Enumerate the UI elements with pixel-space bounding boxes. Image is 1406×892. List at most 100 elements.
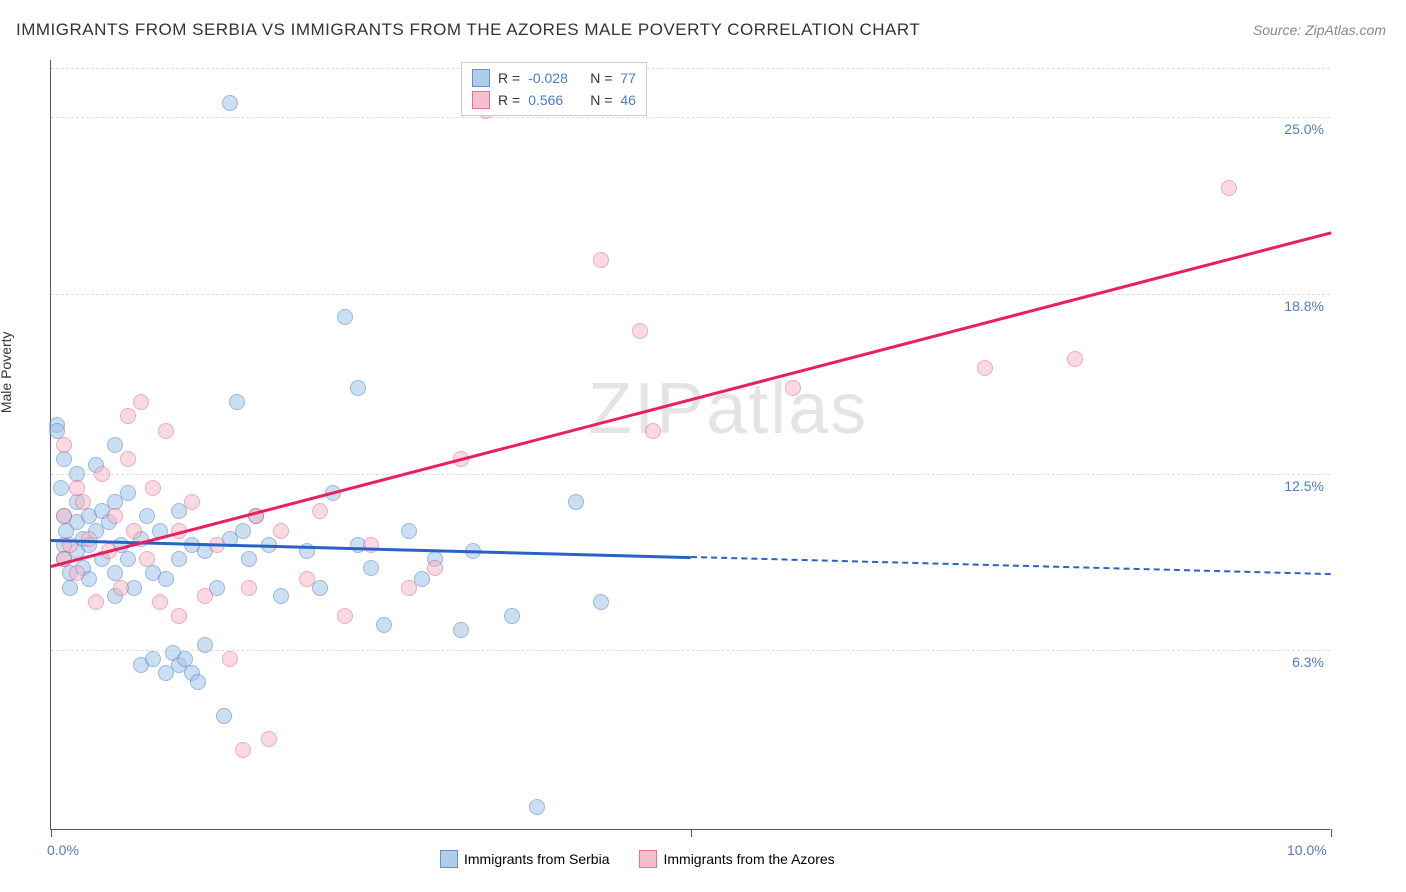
scatter-point-azores [977, 360, 993, 376]
x-tick-label: 10.0% [1287, 842, 1327, 858]
scatter-point-azores [593, 252, 609, 268]
chart-container: IMMIGRANTS FROM SERBIA VS IMMIGRANTS FRO… [0, 0, 1406, 892]
legend-swatch [639, 850, 657, 868]
scatter-point-azores [299, 571, 315, 587]
legend-swatch [440, 850, 458, 868]
legend-item-azores: Immigrants from the Azores [639, 850, 834, 868]
scatter-point-azores [133, 394, 149, 410]
scatter-point-azores [273, 523, 289, 539]
bottom-legend: Immigrants from Serbia Immigrants from th… [440, 850, 835, 868]
scatter-point-serbia [107, 437, 123, 453]
gridline [51, 117, 1330, 118]
scatter-point-azores [56, 437, 72, 453]
gridline [51, 68, 1330, 69]
scatter-point-azores [171, 608, 187, 624]
scatter-point-azores [645, 423, 661, 439]
y-axis-label: Male Poverty [0, 331, 14, 413]
legend-swatch [472, 91, 490, 109]
scatter-point-azores [145, 480, 161, 496]
gridline [51, 650, 1330, 651]
scatter-point-serbia [145, 651, 161, 667]
scatter-point-serbia [504, 608, 520, 624]
scatter-point-azores [56, 508, 72, 524]
legend-label: Immigrants from the Azores [663, 851, 834, 867]
scatter-point-serbia [273, 588, 289, 604]
scatter-point-serbia [229, 394, 245, 410]
x-tick-mark [1331, 829, 1332, 837]
n-value: 77 [620, 67, 636, 89]
scatter-point-serbia [216, 708, 232, 724]
scatter-point-azores [152, 594, 168, 610]
scatter-point-serbia [158, 571, 174, 587]
scatter-point-azores [241, 580, 257, 596]
scatter-point-azores [632, 323, 648, 339]
legend-label: Immigrants from Serbia [464, 851, 609, 867]
scatter-point-serbia [453, 622, 469, 638]
scatter-point-serbia [120, 485, 136, 501]
legend-swatch [472, 69, 490, 87]
scatter-point-serbia [222, 95, 238, 111]
trend-line [691, 556, 1331, 575]
scatter-point-serbia [53, 480, 69, 496]
scatter-point-azores [126, 523, 142, 539]
scatter-point-azores [785, 380, 801, 396]
scatter-point-serbia [171, 551, 187, 567]
scatter-point-serbia [350, 380, 366, 396]
y-tick-label: 12.5% [1284, 478, 1324, 494]
watermark: ZIPatlas [588, 368, 868, 450]
y-tick-label: 6.3% [1292, 654, 1324, 670]
scatter-point-serbia [593, 594, 609, 610]
stats-legend: R =-0.028N =77R =0.566N =46 [461, 62, 647, 116]
scatter-point-azores [235, 742, 251, 758]
legend-item-serbia: Immigrants from Serbia [440, 850, 609, 868]
scatter-point-serbia [139, 508, 155, 524]
scatter-point-azores [401, 580, 417, 596]
scatter-point-azores [158, 423, 174, 439]
scatter-point-azores [75, 494, 91, 510]
scatter-point-azores [427, 560, 443, 576]
scatter-point-azores [69, 565, 85, 581]
scatter-point-azores [1067, 351, 1083, 367]
x-tick-mark [51, 829, 52, 837]
scatter-point-serbia [568, 494, 584, 510]
r-value: 0.566 [528, 89, 582, 111]
scatter-point-azores [222, 651, 238, 667]
scatter-point-azores [107, 508, 123, 524]
scatter-point-serbia [56, 451, 72, 467]
stats-legend-row: R =-0.028N =77 [472, 67, 636, 89]
scatter-point-azores [120, 408, 136, 424]
n-value: 46 [620, 89, 636, 111]
y-tick-label: 25.0% [1284, 121, 1324, 137]
r-label: R = [498, 89, 520, 111]
chart-title: IMMIGRANTS FROM SERBIA VS IMMIGRANTS FRO… [16, 20, 920, 40]
n-label: N = [590, 89, 612, 111]
scatter-point-azores [312, 503, 328, 519]
scatter-point-serbia [241, 551, 257, 567]
scatter-point-serbia [235, 523, 251, 539]
stats-legend-row: R = 0.566 N = 46 [472, 89, 636, 111]
gridline [51, 294, 1330, 295]
scatter-point-azores [1221, 180, 1237, 196]
scatter-point-serbia [401, 523, 417, 539]
n-label: N = [590, 67, 612, 89]
scatter-point-serbia [376, 617, 392, 633]
scatter-point-serbia [62, 580, 78, 596]
r-label: R = [498, 67, 520, 89]
scatter-point-azores [88, 594, 104, 610]
scatter-point-azores [94, 466, 110, 482]
source-label: Source: ZipAtlas.com [1253, 22, 1386, 38]
y-tick-label: 18.8% [1284, 298, 1324, 314]
plot-area: ZIPatlas 6.3%12.5%18.8%25.0%0.0%10.0%R =… [50, 60, 1330, 830]
scatter-point-azores [184, 494, 200, 510]
scatter-point-azores [261, 731, 277, 747]
scatter-point-serbia [120, 551, 136, 567]
scatter-point-serbia [337, 309, 353, 325]
scatter-point-azores [120, 451, 136, 467]
scatter-point-azores [113, 580, 129, 596]
x-tick-label: 0.0% [47, 842, 79, 858]
scatter-point-azores [337, 608, 353, 624]
scatter-point-azores [139, 551, 155, 567]
x-tick-mark [691, 829, 692, 837]
gridline [51, 474, 1330, 475]
scatter-point-azores [197, 588, 213, 604]
